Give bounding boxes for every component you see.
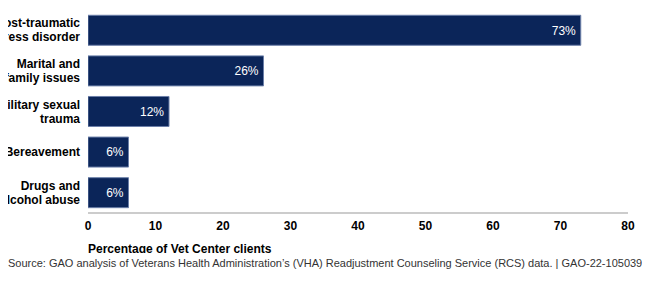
svg-text:6%: 6% bbox=[106, 145, 124, 159]
svg-text:0: 0 bbox=[85, 219, 92, 233]
svg-text:10: 10 bbox=[149, 219, 163, 233]
svg-text:20: 20 bbox=[216, 219, 230, 233]
svg-text:40: 40 bbox=[351, 219, 365, 233]
svg-text:Percentage of Vet Center clien: Percentage of Vet Center clients bbox=[88, 242, 272, 253]
svg-text:30: 30 bbox=[284, 219, 298, 233]
svg-text:73%: 73% bbox=[552, 24, 576, 38]
svg-text:6%: 6% bbox=[106, 186, 124, 200]
svg-text:Drugs andalcohol abuse: Drugs andalcohol abuse bbox=[8, 179, 80, 207]
svg-text:80: 80 bbox=[621, 219, 635, 233]
svg-text:60: 60 bbox=[486, 219, 500, 233]
svg-text:50: 50 bbox=[419, 219, 433, 233]
svg-text:Post-traumaticstress disorder: Post-traumaticstress disorder bbox=[8, 16, 80, 44]
svg-text:Military sexualtrauma: Military sexualtrauma bbox=[8, 98, 80, 126]
svg-text:70: 70 bbox=[554, 219, 568, 233]
svg-text:Bereavement: Bereavement bbox=[8, 145, 80, 159]
html-text:Source: GAO analysis of Vetera: Source: GAO analysis of Veterans Health … bbox=[8, 257, 643, 269]
svg-text:Marital andfamily issues: Marital andfamily issues bbox=[8, 57, 80, 85]
svg-text:26%: 26% bbox=[234, 64, 258, 78]
svg-text:12%: 12% bbox=[140, 105, 164, 119]
